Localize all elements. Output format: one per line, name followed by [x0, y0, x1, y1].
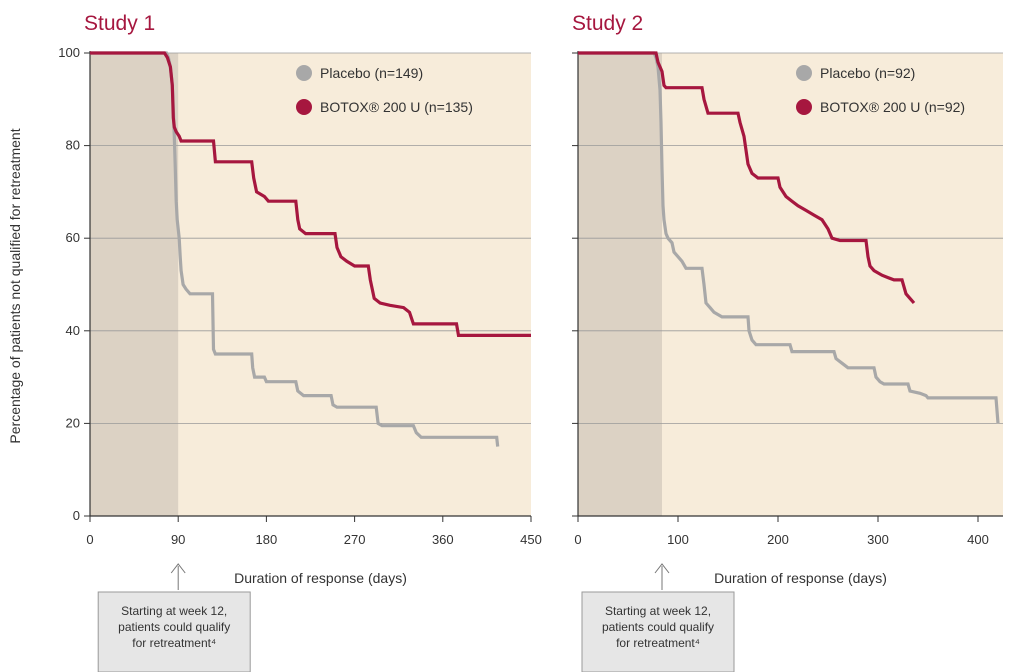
x-axis-title: Duration of response (days)	[714, 570, 887, 586]
y-tick-label: 20	[66, 415, 80, 430]
study-2-chart: 0 100 200 300 400 Duration of response (days)…	[572, 12, 1003, 672]
callout-text: patients could qualify	[118, 620, 230, 634]
x-tick-label: 0	[86, 532, 93, 547]
x-tick-label: 90	[171, 532, 185, 547]
y-tick-label: 80	[66, 138, 80, 153]
y-tick-label: 60	[66, 230, 80, 245]
study-title: Study 1	[84, 12, 155, 35]
callout-box	[581, 591, 735, 672]
callout-arrow-head	[654, 563, 670, 574]
x-tick-label: 180	[256, 532, 278, 547]
callout-text: patients could qualify	[602, 620, 714, 634]
x-tick-label: 100	[667, 532, 689, 547]
x-axis-title: Duration of response (days)	[234, 570, 407, 586]
series-line-botox	[578, 51, 916, 305]
callout-text: Starting at week 12,	[121, 604, 227, 618]
callout-arrow-head	[170, 563, 186, 574]
legend-label: BOTOX® 200 U (n=92)	[820, 99, 965, 115]
series-line-placebo	[578, 51, 1000, 424]
callout-text: Starting at week 12,	[605, 604, 711, 618]
x-tick-label: 300	[867, 532, 889, 547]
callout-text: for retreatment⁴	[616, 636, 700, 650]
x-tick-label: 200	[767, 532, 789, 547]
y-tick-label: 40	[66, 323, 80, 338]
series-line-botox	[90, 51, 531, 337]
study-1-chart: 0 20 40 60 80 100 0 90 180 270 360 450 Duration of r…	[58, 12, 542, 672]
x-tick-label: 360	[432, 532, 454, 547]
series-line-placebo	[90, 51, 500, 447]
legend-marker	[296, 65, 312, 81]
callout-text: for retreatment⁴	[132, 636, 216, 650]
legend-label: Placebo (n=149)	[320, 65, 423, 81]
x-tick-label: 400	[967, 532, 989, 547]
legend-marker	[796, 65, 812, 81]
callout-box	[97, 591, 251, 672]
legend-marker	[796, 99, 812, 115]
legend-label: Placebo (n=92)	[820, 65, 915, 81]
legend-label: BOTOX® 200 U (n=135)	[320, 99, 473, 115]
legend-marker	[296, 99, 312, 115]
x-tick-label: 0	[574, 532, 581, 547]
y-tick-label: 0	[73, 508, 80, 523]
retreatment-window	[90, 53, 179, 516]
y-axis-title: Percentage of patients not qualified for…	[7, 128, 23, 443]
y-tick-label: 100	[58, 45, 80, 60]
x-tick-label: 450	[520, 532, 542, 547]
x-tick-label: 270	[344, 532, 366, 547]
study-title: Study 2	[572, 12, 643, 35]
retreatment-window	[578, 53, 662, 516]
